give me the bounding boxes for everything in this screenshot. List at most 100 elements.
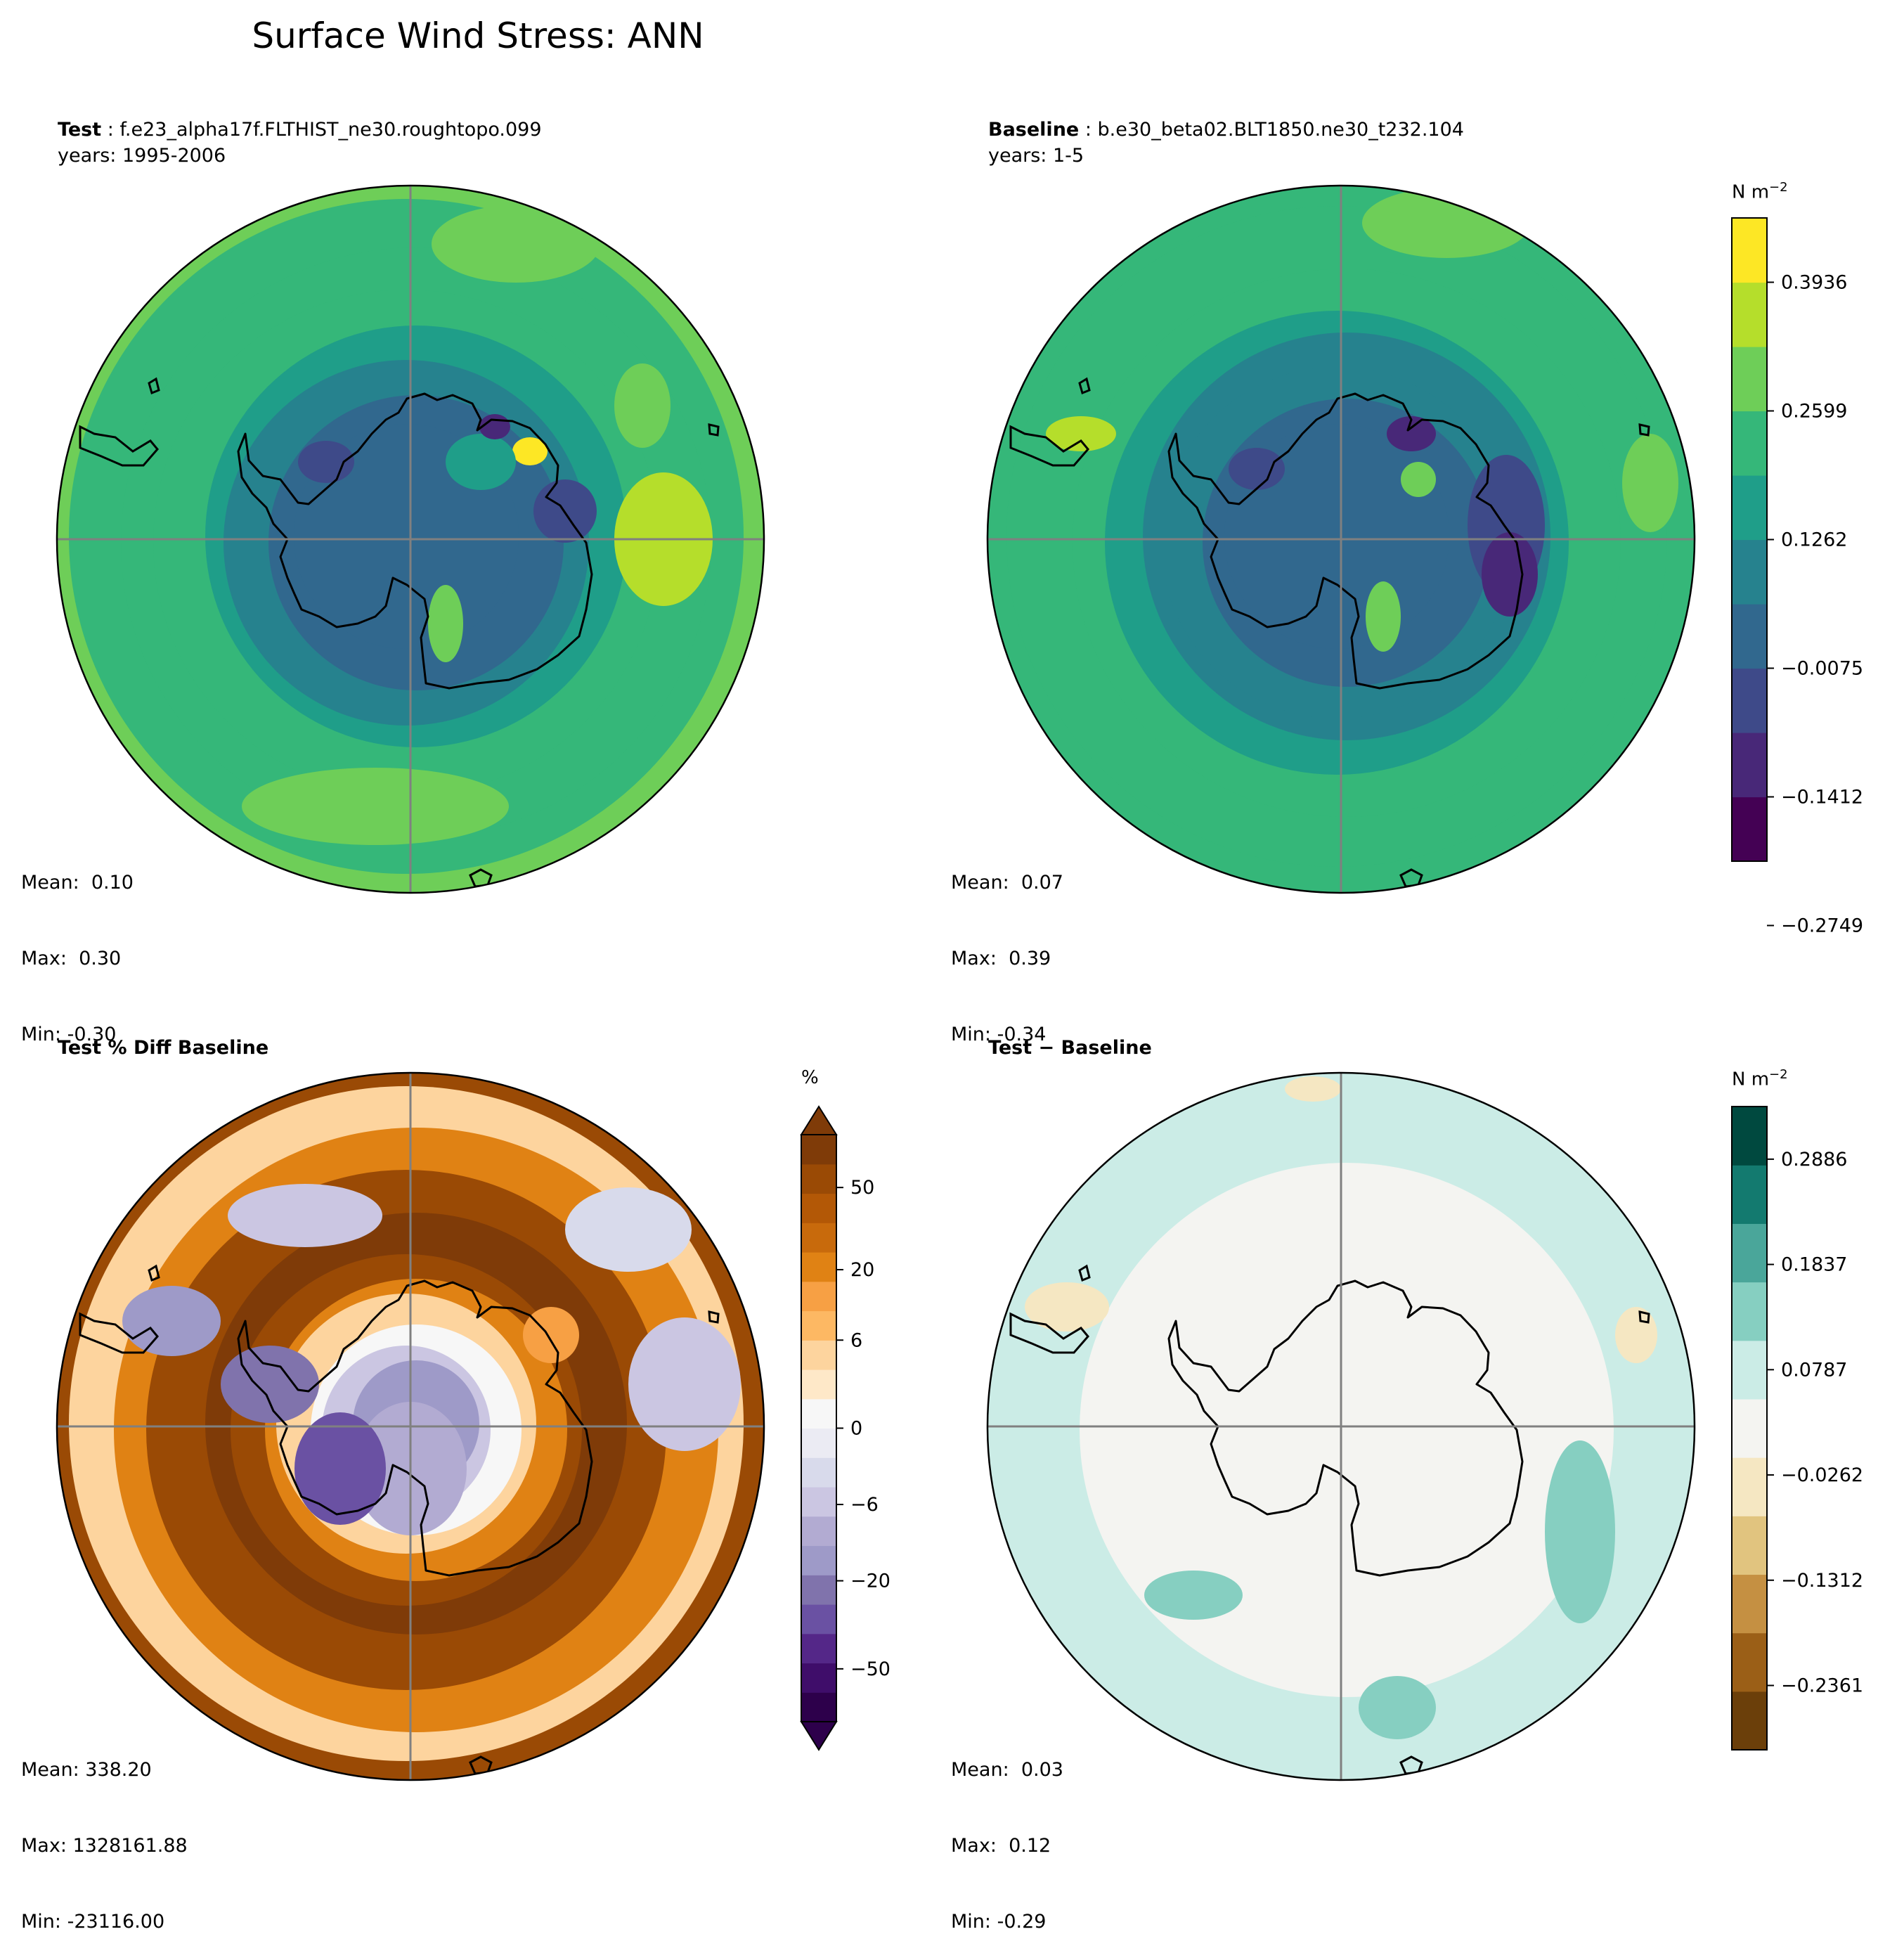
colorbar-segment: [1732, 1516, 1767, 1575]
island-coastline: [708, 1310, 720, 1324]
colorbar-segment: [1732, 733, 1767, 798]
figure-title: Surface Wind Stress: ANN: [252, 15, 704, 56]
contour-blob: [614, 363, 671, 448]
colorbar-tick-label: −0.2361: [1781, 1675, 1863, 1697]
baseline-label: Baseline: [988, 119, 1080, 141]
contour-blob: [228, 1184, 382, 1247]
colorbar-tick-label: 0.2886: [1781, 1149, 1847, 1171]
contour-blob: [294, 1412, 386, 1525]
baseline-mean: Mean: 0.07: [951, 872, 1063, 894]
colorbar-segment: [801, 1163, 836, 1194]
colorbar-tick-label: −50: [850, 1658, 891, 1680]
diff-label: Test − Baseline: [988, 1037, 1152, 1059]
test-max: Max: 0.30: [21, 948, 122, 969]
contour-blob: [298, 441, 354, 483]
colorbar-segment: [1732, 1282, 1767, 1341]
pctdiff-map: [56, 1071, 765, 1781]
test-map: [56, 184, 765, 894]
contour-blob: [432, 205, 600, 283]
colorbar-segment: [801, 1457, 836, 1488]
colorbar-segment: [1732, 1632, 1767, 1692]
colorbar-segment: [1732, 1691, 1767, 1751]
baseline-min: Min: -0.34: [951, 1024, 1047, 1045]
colorbar-segment: [1732, 797, 1767, 862]
colorbar-tick-label: −0.0262: [1781, 1464, 1863, 1486]
colorbar-segment: [801, 1223, 836, 1253]
contour-blob: [512, 437, 548, 465]
island-coastline: [708, 423, 720, 437]
contour-blob: [523, 1307, 579, 1363]
diff-colorbar-unit: N m−2: [1732, 1067, 1788, 1090]
colorbar-tick-label: 50: [850, 1177, 874, 1199]
colorbar-segment: [801, 1487, 836, 1517]
contour-blob: [565, 1187, 692, 1272]
colorbar-tick-label: −0.1412: [1781, 787, 1863, 808]
contour-blob: [1144, 1571, 1243, 1620]
colorbar-frame: [1731, 1106, 1768, 1751]
island-coastline: [1638, 423, 1650, 437]
colorbar-tick-label: −20: [850, 1571, 891, 1592]
contour-blob: [1025, 1282, 1109, 1332]
baseline-map: [986, 184, 1696, 894]
colorbar-tick-label: −0.2749: [1781, 915, 1863, 937]
antarctica-coastline: [237, 1279, 593, 1577]
colorbar-segment: [801, 1545, 836, 1575]
contour-blob: [1401, 462, 1436, 497]
colorbar-segment: [1732, 475, 1767, 541]
field-contours: [57, 1073, 764, 1780]
colorbar-segment: [801, 1692, 836, 1722]
contour-band: [1175, 1268, 1498, 1592]
colorbar-tick-label: 0: [850, 1418, 862, 1440]
colorbar-segment: [801, 1516, 836, 1547]
contour-blob: [1046, 416, 1116, 451]
colorbar-segment: [1732, 411, 1767, 476]
island-coastline: [1009, 1312, 1089, 1354]
pct-colorbar: 50 20 6 0 −6 −20 −50: [800, 1105, 891, 1751]
colorbar-segment: [801, 1428, 836, 1458]
test-sep: :: [101, 119, 120, 141]
island-coastline: [1009, 425, 1089, 467]
contour-blob: [479, 414, 510, 439]
colorbar-segment: [1732, 668, 1767, 733]
island-coastline: [148, 377, 160, 395]
test-case-name: f.e23_alpha17f.FLTHIST_ne30.roughtopo.09…: [119, 119, 542, 141]
field-contours: [57, 186, 764, 893]
baseline-years: years: 1-5: [988, 145, 1084, 167]
colorbar-segment: [1732, 1398, 1767, 1458]
contour-blob: [1615, 1307, 1657, 1363]
colorbar-segment: [1732, 1574, 1767, 1634]
colorbar-segment: [801, 1663, 836, 1693]
colorbar-segment: [1732, 218, 1767, 283]
contour-blob: [628, 1317, 741, 1451]
test-mean: Mean: 0.10: [21, 872, 134, 894]
colorbar-segment: [801, 1193, 836, 1223]
colorbar-tick-label: 0.2599: [1781, 401, 1847, 423]
colorbar-segment: [1732, 282, 1767, 347]
antarctica-coastline: [237, 392, 593, 690]
colorbar-segment: [1732, 1457, 1767, 1516]
contour-blob: [1359, 1676, 1436, 1739]
pctdiff-panel-title: Test % Diff Baseline: [58, 1035, 268, 1061]
contour-blob: [428, 585, 463, 662]
contour-blob: [1362, 188, 1531, 258]
pct-colorbar-unit: %: [801, 1067, 819, 1088]
colorbar-segment: [801, 1310, 836, 1341]
diff-stats: Mean: 0.03 Max: 0.12 Min: -0.29: [951, 1707, 1063, 1960]
contour-blob: [1387, 416, 1436, 451]
colorbar-segment: [1732, 1223, 1767, 1283]
colorbar-tick-label: 20: [850, 1259, 874, 1281]
pctdiff-min: Min: -23116.00: [21, 1911, 165, 1933]
island-coastline: [469, 868, 493, 888]
colorbar-tick-label: −0.0075: [1781, 658, 1863, 680]
contour-blob: [446, 434, 516, 490]
colorbar-tick-label: 0.1837: [1781, 1254, 1847, 1276]
colorbar-segment: [1732, 1340, 1767, 1400]
contour-blob: [1229, 448, 1285, 490]
island-coastline: [1399, 868, 1423, 888]
colorbar-segment: [1732, 1165, 1767, 1224]
field-contours: [987, 186, 1695, 893]
colorbar-segment: [801, 1340, 836, 1370]
island-coastline: [148, 1264, 160, 1282]
colorbar-tick-label: −6: [850, 1494, 879, 1516]
field-contours: [987, 1073, 1695, 1780]
